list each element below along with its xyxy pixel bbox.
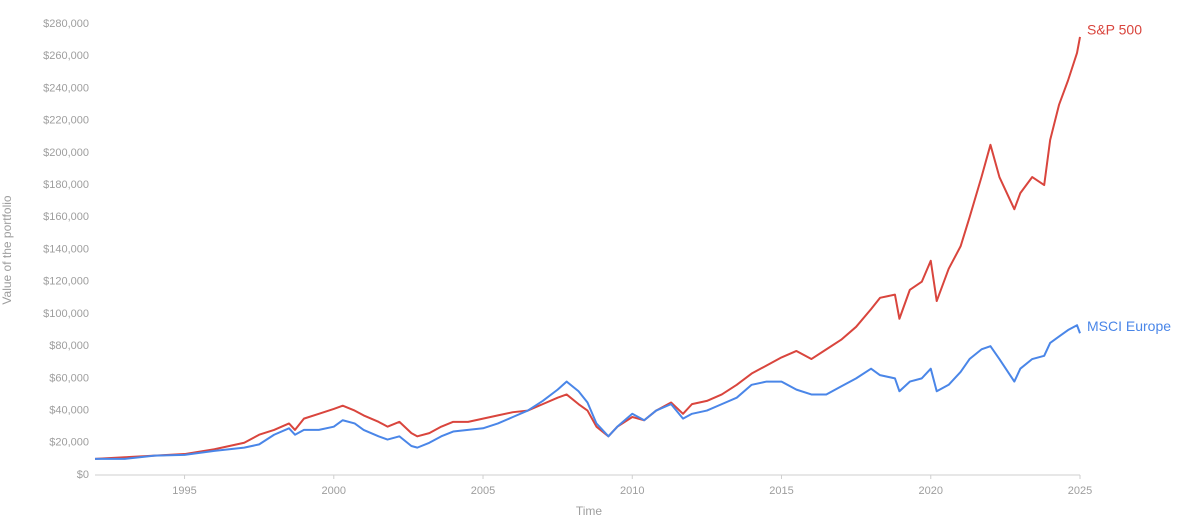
y-tick-label: $180,000 (43, 179, 89, 191)
y-tick-label: $60,000 (49, 372, 89, 384)
y-tick-label: $140,000 (43, 243, 89, 255)
x-axis-title: Time (576, 504, 603, 518)
y-axis-title: Value of the portfolio (0, 195, 14, 305)
y-tick-label: $240,000 (43, 82, 89, 94)
series-line (94, 36, 1081, 460)
x-tick-label: 2015 (769, 485, 793, 497)
series-label: S&P 500 (1087, 22, 1142, 38)
x-tick-label: 2025 (1068, 485, 1092, 497)
y-tick-label: $20,000 (49, 437, 89, 449)
series-label: MSCI Europe (1087, 318, 1171, 334)
y-tick-label: $220,000 (43, 115, 89, 127)
y-tick-label: $0 (77, 469, 89, 481)
y-tick-label: $280,000 (43, 18, 89, 30)
y-tick-label: $80,000 (49, 340, 89, 352)
y-tick-label: $120,000 (43, 276, 89, 288)
y-tick-label: $40,000 (49, 404, 89, 416)
y-tick-label: $100,000 (43, 308, 89, 320)
x-tick-label: 2020 (919, 485, 943, 497)
x-tick-label: 2010 (620, 485, 644, 497)
y-tick-label: $160,000 (43, 211, 89, 223)
y-tick-label: $200,000 (43, 147, 89, 159)
y-tick-label: $260,000 (43, 50, 89, 62)
x-tick-label: 2005 (471, 485, 495, 497)
x-tick-label: 2000 (322, 485, 346, 497)
x-tick-label: 1995 (172, 485, 196, 497)
series-line (95, 324, 1081, 460)
